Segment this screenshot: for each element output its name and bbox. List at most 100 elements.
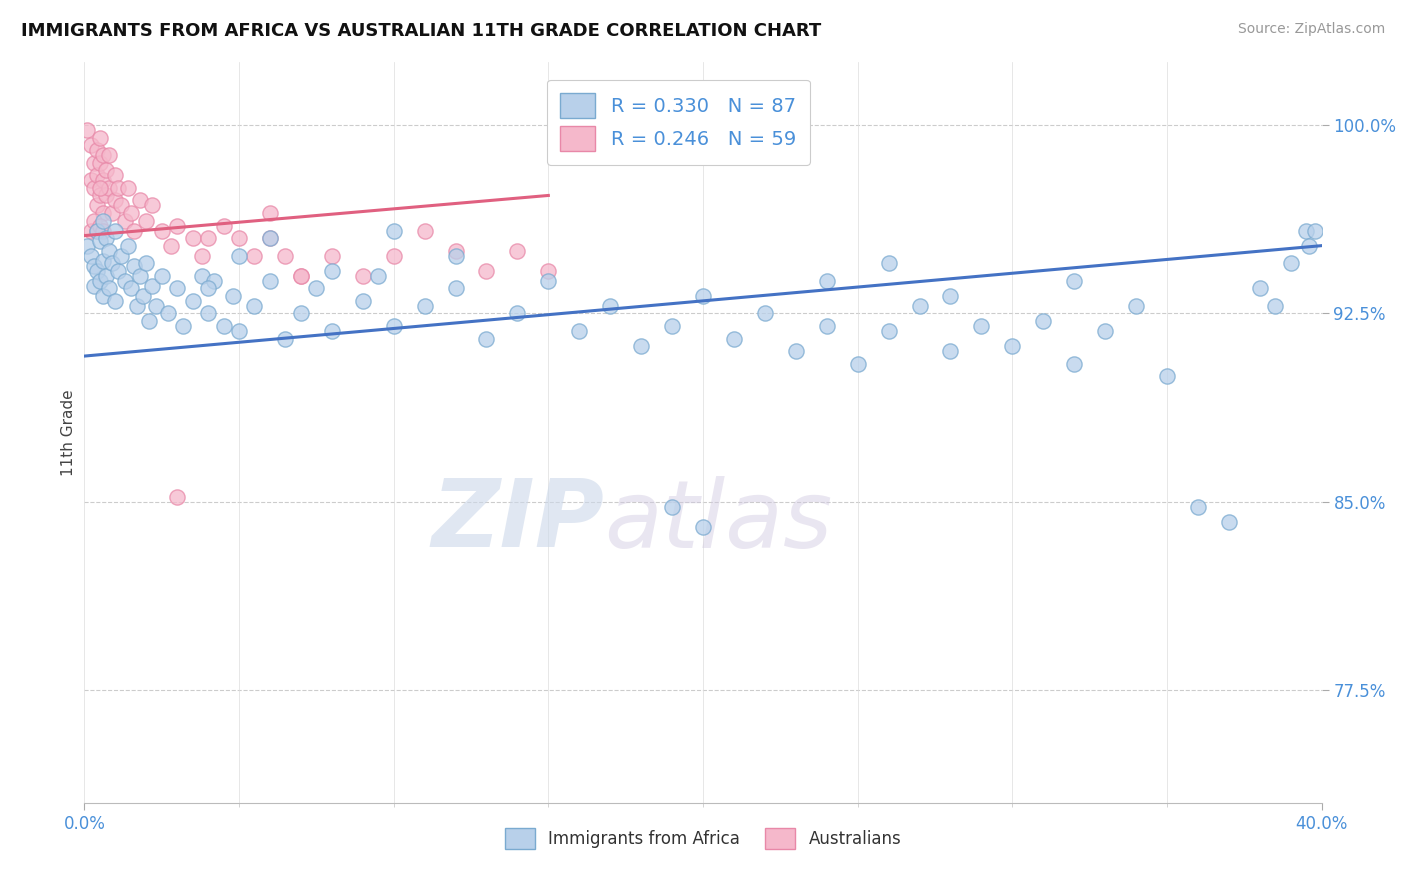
- Point: [259, 274, 281, 288]
- Point: [243, 249, 266, 263]
- Point: [661, 318, 683, 333]
- Point: [1218, 515, 1240, 529]
- Point: [160, 238, 183, 252]
- Point: [125, 299, 148, 313]
- Point: [537, 274, 560, 288]
- Point: [1063, 274, 1085, 288]
- Point: [815, 274, 838, 288]
- Point: [197, 231, 219, 245]
- Point: [1125, 299, 1147, 313]
- Point: [877, 324, 900, 338]
- Point: [475, 264, 498, 278]
- Point: [101, 206, 124, 220]
- Point: [129, 194, 152, 208]
- Point: [98, 181, 121, 195]
- Point: [197, 281, 219, 295]
- Point: [101, 256, 124, 270]
- Point: [129, 268, 152, 283]
- Point: [228, 324, 250, 338]
- Point: [86, 198, 108, 212]
- Point: [89, 219, 111, 233]
- Point: [506, 244, 529, 258]
- Point: [89, 234, 111, 248]
- Point: [120, 281, 142, 295]
- Point: [132, 289, 155, 303]
- Point: [138, 314, 160, 328]
- Point: [83, 156, 105, 170]
- Point: [76, 123, 98, 137]
- Point: [661, 500, 683, 514]
- Point: [172, 318, 194, 333]
- Point: [89, 181, 111, 195]
- Point: [939, 344, 962, 359]
- Point: [568, 324, 591, 338]
- Text: IMMIGRANTS FROM AFRICA VS AUSTRALIAN 11TH GRADE CORRELATION CHART: IMMIGRANTS FROM AFRICA VS AUSTRALIAN 11T…: [21, 22, 821, 40]
- Point: [785, 344, 807, 359]
- Point: [259, 231, 281, 245]
- Point: [120, 206, 142, 220]
- Point: [444, 244, 467, 258]
- Point: [104, 293, 127, 308]
- Point: [107, 181, 129, 195]
- Point: [145, 299, 167, 313]
- Point: [91, 224, 114, 238]
- Point: [444, 249, 467, 263]
- Point: [94, 231, 117, 245]
- Point: [352, 268, 374, 283]
- Point: [382, 318, 405, 333]
- Point: [181, 293, 204, 308]
- Point: [259, 206, 281, 220]
- Point: [86, 264, 108, 278]
- Point: [83, 181, 105, 195]
- Point: [202, 274, 225, 288]
- Point: [122, 224, 145, 238]
- Point: [259, 231, 281, 245]
- Point: [122, 259, 145, 273]
- Point: [83, 259, 105, 273]
- Point: [754, 306, 776, 320]
- Point: [382, 249, 405, 263]
- Y-axis label: 11th Grade: 11th Grade: [60, 389, 76, 476]
- Point: [908, 299, 931, 313]
- Point: [599, 299, 621, 313]
- Point: [91, 206, 114, 220]
- Point: [692, 520, 714, 534]
- Point: [98, 148, 121, 162]
- Point: [89, 274, 111, 288]
- Point: [537, 264, 560, 278]
- Point: [877, 256, 900, 270]
- Point: [243, 299, 266, 313]
- Point: [117, 181, 139, 195]
- Point: [290, 306, 312, 320]
- Point: [89, 156, 111, 170]
- Point: [222, 289, 245, 303]
- Point: [181, 231, 204, 245]
- Point: [413, 299, 436, 313]
- Point: [321, 264, 343, 278]
- Point: [117, 238, 139, 252]
- Point: [1295, 224, 1317, 238]
- Point: [692, 289, 714, 303]
- Point: [228, 249, 250, 263]
- Point: [83, 278, 105, 293]
- Point: [212, 219, 235, 233]
- Point: [166, 490, 188, 504]
- Point: [1032, 314, 1054, 328]
- Point: [83, 213, 105, 227]
- Point: [1298, 238, 1320, 252]
- Point: [79, 138, 101, 153]
- Point: [98, 281, 121, 295]
- Point: [94, 188, 117, 202]
- Point: [367, 268, 389, 283]
- Point: [91, 213, 114, 227]
- Point: [150, 268, 173, 283]
- Point: [197, 306, 219, 320]
- Point: [94, 268, 117, 283]
- Point: [79, 249, 101, 263]
- Point: [89, 188, 111, 202]
- Point: [475, 331, 498, 345]
- Point: [191, 268, 214, 283]
- Point: [86, 224, 108, 238]
- Point: [321, 324, 343, 338]
- Point: [166, 281, 188, 295]
